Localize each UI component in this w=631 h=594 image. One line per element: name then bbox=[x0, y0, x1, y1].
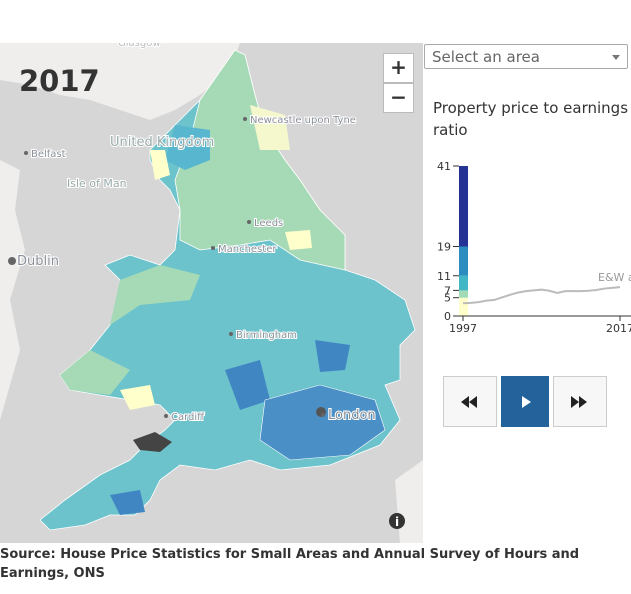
city-dot bbox=[321, 413, 325, 417]
place-label: Leeds bbox=[254, 218, 283, 229]
place-label: Newcastle upon Tyne bbox=[250, 115, 356, 126]
area-select[interactable]: Select an area bbox=[424, 44, 628, 69]
ireland bbox=[0, 160, 25, 420]
place-label: Glasgow bbox=[118, 43, 161, 49]
legend-segment bbox=[459, 275, 468, 291]
city-dot bbox=[8, 257, 16, 265]
info-icon[interactable] bbox=[389, 513, 405, 529]
city-dot bbox=[243, 117, 247, 121]
legend-tick-label: 41 bbox=[437, 160, 451, 173]
city-dot bbox=[164, 414, 168, 418]
legend-tick-label: 11 bbox=[437, 270, 451, 283]
info-icon-glyph: i bbox=[395, 515, 399, 529]
area[interactable] bbox=[225, 360, 270, 410]
legend-segment bbox=[459, 246, 468, 276]
play-button[interactable] bbox=[501, 376, 549, 427]
legend-title: Property price to earnings ratio bbox=[433, 99, 629, 139]
area[interactable] bbox=[165, 125, 210, 170]
zoom-in[interactable]: + bbox=[383, 53, 414, 83]
year-label: 2017 bbox=[19, 64, 100, 98]
place-label: Dublin bbox=[17, 254, 59, 269]
legend-segment bbox=[459, 166, 468, 247]
rewind-icon bbox=[461, 396, 477, 408]
area[interactable] bbox=[120, 385, 155, 410]
place-label: United Kingdom bbox=[110, 135, 214, 150]
wales-north[interactable] bbox=[110, 265, 200, 325]
scotland bbox=[0, 43, 240, 120]
place-label: Isle of Man bbox=[67, 177, 127, 190]
trend-label: E&W a bbox=[598, 271, 631, 284]
map-labels: Glasgow Newcastle upon Tyne Belfast United … bbox=[8, 43, 377, 424]
legend-segment bbox=[459, 297, 468, 316]
forward-button[interactable] bbox=[553, 376, 607, 427]
place-label: Manchester bbox=[218, 244, 277, 255]
city-dot bbox=[229, 332, 233, 336]
wales-south[interactable] bbox=[60, 350, 130, 395]
legend-tick-label: 5 bbox=[444, 292, 451, 305]
place-label: London bbox=[328, 408, 376, 423]
place-label: Belfast bbox=[31, 149, 66, 160]
area[interactable] bbox=[150, 150, 170, 180]
source-note: Source: House Price Statistics for Small… bbox=[0, 547, 580, 581]
legend-segment bbox=[459, 290, 468, 298]
play-icon bbox=[522, 396, 531, 408]
place-label: Cardiff bbox=[171, 412, 205, 423]
forward-icon bbox=[571, 396, 587, 408]
city-dot bbox=[247, 220, 251, 224]
no-data-area[interactable] bbox=[133, 432, 172, 452]
city-dot bbox=[211, 246, 215, 250]
rewind-button[interactable] bbox=[443, 376, 497, 427]
map[interactable]: i Glasgow Newcastle upon Tyne Belfast Unite… bbox=[0, 43, 423, 543]
south-east[interactable] bbox=[259, 384, 386, 461]
x-tick-label: 1997 bbox=[449, 322, 477, 335]
place-label: Birmingham bbox=[236, 330, 297, 341]
legend-tick-label: 0 bbox=[444, 310, 451, 323]
north-region[interactable] bbox=[174, 49, 346, 271]
area[interactable] bbox=[110, 490, 145, 515]
x-tick-label: 2017 bbox=[606, 322, 631, 335]
area[interactable] bbox=[250, 105, 290, 150]
legend-tick-label: 7 bbox=[444, 284, 451, 297]
area[interactable] bbox=[285, 230, 312, 250]
trend-line bbox=[462, 286, 621, 305]
area[interactable] bbox=[315, 340, 350, 372]
city-dot bbox=[24, 151, 28, 155]
legend-tick-label: 19 bbox=[437, 240, 451, 253]
zoom-out[interactable]: − bbox=[383, 83, 414, 113]
